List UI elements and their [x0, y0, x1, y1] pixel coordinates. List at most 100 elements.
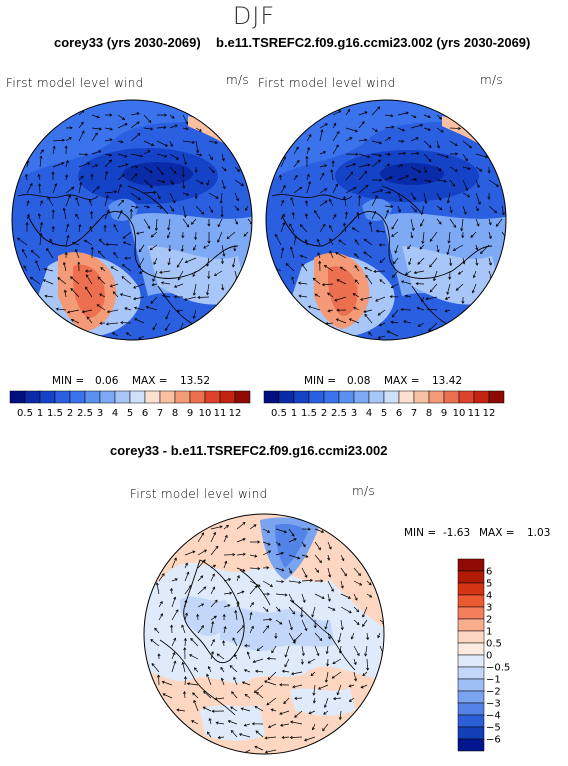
panel1-label: First model level wind [6, 76, 144, 90]
colorbar-right-tick-label: 2.5 [331, 408, 347, 419]
colorbar-difference-tick-label: 4 [486, 591, 492, 602]
colorbar-left-swatch [129, 390, 146, 404]
panel3-min-value: -1.63 [443, 527, 471, 539]
colorbar-left-tick-label: 0.5 [17, 408, 33, 419]
colorbar-right-swatch [428, 390, 445, 404]
colorbar-left-tick-label: 11 [214, 408, 227, 419]
panel1-max-value: 13.52 [180, 375, 211, 387]
colorbar-left-tick-label: 4 [112, 408, 118, 419]
colorbar-left-swatch [9, 390, 26, 404]
colorbar-difference-tick-label: −0.5 [486, 663, 510, 674]
header-left-case: corey33 (yrs 2030-2069) [54, 35, 201, 50]
colorbar-right-swatch [413, 390, 430, 404]
panel2-label: First model level wind [258, 76, 396, 90]
map-panel-left [11, 99, 253, 341]
colorbar-left-swatch [219, 390, 236, 404]
header-right-case: b.e11.TSREFC2.f09.g16.ccmi23.002 (yrs 20… [216, 35, 531, 50]
colorbar-difference-tick-label: 0 [486, 651, 492, 662]
panel3-max-value: 1.03 [527, 527, 551, 539]
colorbar-difference-tick-label: −4 [486, 711, 501, 722]
colorbar-difference-tick-label: 6 [486, 567, 492, 578]
colorbar-difference-swatch [457, 570, 485, 584]
colorbar-right-swatch [338, 390, 355, 404]
panel2-max-value: 13.42 [432, 375, 463, 387]
colorbar-left-tick-label: 2 [67, 408, 73, 419]
colorbar-right-tick-label: 9 [441, 408, 447, 419]
panel2-max-label: MAX = [384, 375, 420, 387]
colorbar-left-swatch [144, 390, 161, 404]
colorbar-right-swatch [323, 390, 340, 404]
colorbar-difference-swatch [457, 582, 485, 596]
colorbar-difference-tick-label: 1 [486, 627, 492, 638]
colorbar-difference-swatch [457, 738, 485, 752]
colorbar-difference-tick-label: 2 [486, 615, 492, 626]
colorbar-right-tick-label: 12 [483, 408, 496, 419]
colorbar-left-tick-label: 10 [199, 408, 212, 419]
colorbar-right-tick-label: 1.5 [301, 408, 317, 419]
colorbar-left-tick-label: 8 [172, 408, 178, 419]
colorbar-difference-tick-label: 0.5 [486, 639, 502, 650]
colorbar-right-tick-label: 11 [468, 408, 481, 419]
colorbar-left-tick-label: 12 [229, 408, 242, 419]
colorbar-left-swatch [84, 390, 101, 404]
header-difference: corey33 - b.e11.TSREFC2.f09.g16.ccmi23.0… [110, 443, 388, 458]
colorbar-left-swatch [54, 390, 71, 404]
colorbar-difference-tick-label: −2 [486, 687, 501, 698]
colorbar-right-swatch [383, 390, 400, 404]
colorbar-difference-swatch [457, 702, 485, 716]
panel1-max-label: MAX = [132, 375, 168, 387]
colorbar-difference-tick-label: 3 [486, 603, 492, 614]
panel3-label: First model level wind [130, 487, 268, 501]
panel3-units: m/s [352, 484, 375, 498]
colorbar-difference-swatch [457, 654, 485, 668]
panel2-units: m/s [480, 73, 503, 87]
colorbar-right-swatch [308, 390, 325, 404]
colorbar-difference-swatch [457, 630, 485, 644]
colorbar-right-tick-label: 2 [321, 408, 327, 419]
colorbar-difference-tick-label: 5 [486, 579, 492, 590]
colorbar-difference-tick-label: −5 [486, 723, 501, 734]
panel1-units: m/s [226, 73, 249, 87]
colorbar-difference-swatch [457, 558, 485, 572]
colorbar-left-swatch [99, 390, 116, 404]
colorbar-right-swatch [488, 390, 505, 404]
colorbar-difference-swatch [457, 690, 485, 704]
colorbar-left-tick-label: 7 [157, 408, 163, 419]
colorbar-left-tick-label: 2.5 [77, 408, 93, 419]
colorbar-left-swatch [24, 390, 41, 404]
panel3-max-label: MAX = [479, 527, 515, 539]
colorbar-left-swatch [69, 390, 86, 404]
map-panel-right [265, 99, 507, 341]
colorbar-right-swatch [278, 390, 295, 404]
colorbar-right-tick-label: 5 [381, 408, 387, 419]
map-panel-difference [143, 513, 385, 755]
colorbar-right-tick-label: 1 [291, 408, 297, 419]
colorbar-right-swatch [458, 390, 475, 404]
colorbar-left-tick-label: 3 [97, 408, 103, 419]
colorbar-right-tick-label: 3 [351, 408, 357, 419]
colorbar-right-swatch [368, 390, 385, 404]
colorbar-difference-tick-label: −6 [486, 735, 501, 746]
colorbar-right-tick-label: 8 [426, 408, 432, 419]
colorbar-right-tick-label: 4 [366, 408, 372, 419]
panel1-min-value: 0.06 [95, 375, 119, 387]
colorbar-left: 0.5 1 1.5 2 2.5 3 4 5 6 7 8 9 10 11 12 [9, 390, 251, 419]
colorbar-difference-tick-label: −1 [486, 675, 501, 686]
colorbar-left-swatch [234, 390, 251, 404]
colorbar-difference-swatch [457, 606, 485, 620]
colorbar-left-tick-label: 9 [187, 408, 193, 419]
colorbar-right-tick-label: 6 [396, 408, 402, 419]
colorbar-left-tick-label: 5 [127, 408, 133, 419]
colorbar-left-tick-label: 1.5 [47, 408, 63, 419]
colorbar-difference-swatch [457, 594, 485, 608]
colorbar-right-swatch [293, 390, 310, 404]
colorbar-right-swatch [473, 390, 490, 404]
panel1-min-label: MIN = [52, 375, 85, 387]
colorbar-right: 0.5 1 1.5 2 2.5 3 4 5 6 7 8 9 10 11 12 [263, 390, 505, 419]
colorbar-difference-swatch [457, 726, 485, 740]
colorbar-right-swatch [353, 390, 370, 404]
colorbar-difference-swatch [457, 618, 485, 632]
season-title: DJF [232, 2, 276, 30]
colorbar-difference-tick-label: −3 [486, 699, 501, 710]
